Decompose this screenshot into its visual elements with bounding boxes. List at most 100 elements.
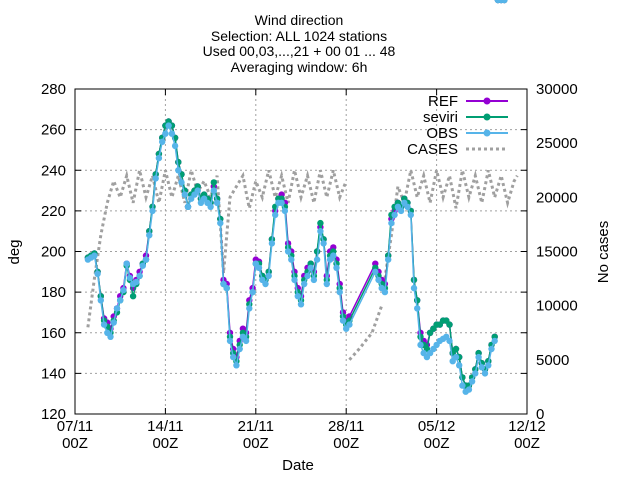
y-tick-label: 180	[41, 284, 66, 301]
x-axis-label: Date	[282, 457, 314, 474]
obs-point	[317, 228, 324, 235]
seviri-point	[446, 321, 453, 328]
y-tick-label: 160	[41, 325, 66, 342]
obs-point	[181, 191, 188, 198]
obs-point	[323, 280, 330, 288]
obs-point	[501, 0, 508, 4]
obs-point	[310, 276, 318, 284]
obs-point	[165, 122, 172, 129]
obs-point	[117, 297, 124, 304]
obs-point	[391, 211, 398, 219]
legend-swatch-marker	[483, 113, 491, 121]
obs-point	[217, 219, 224, 227]
y-axis-label: deg	[6, 239, 23, 264]
obs-point	[94, 270, 101, 277]
x-tick-label-time: 00Z	[152, 435, 178, 452]
obs-point	[272, 211, 279, 219]
obs-point	[291, 276, 298, 284]
x-tick-label-time: 00Z	[424, 435, 450, 452]
obs-point	[210, 187, 217, 194]
obs-point	[336, 288, 343, 296]
obs-point	[301, 280, 308, 288]
obs-point	[388, 219, 395, 227]
obs-point	[207, 203, 214, 210]
obs-point	[307, 264, 314, 271]
obs-point	[481, 370, 489, 377]
legend-swatch-marker	[483, 129, 491, 137]
obs-point	[410, 284, 418, 292]
obs-point	[468, 378, 476, 385]
obs-point	[155, 154, 163, 162]
x-tick-label-time: 00Z	[243, 435, 269, 452]
obs-point	[265, 272, 272, 280]
obs-point	[242, 337, 250, 345]
obs-point	[320, 240, 327, 247]
obs-point	[226, 337, 234, 345]
obs-point	[485, 362, 492, 369]
y-tick-label: 120	[41, 406, 66, 423]
obs-point	[372, 268, 379, 275]
obs-point	[385, 256, 392, 263]
seviri-point	[317, 219, 324, 227]
seviri-point	[175, 158, 182, 166]
obs-point	[488, 345, 495, 353]
obs-point	[268, 240, 276, 247]
obs-point	[159, 138, 166, 145]
obs-point	[97, 297, 105, 304]
obs-point	[142, 256, 150, 263]
y-tick-label: 220	[41, 203, 66, 220]
obs-point	[120, 286, 127, 294]
y2-tick-label: 0	[536, 406, 544, 423]
obs-point	[230, 353, 237, 361]
x-tick-label: 12/12	[508, 418, 546, 435]
legend-label: REF	[428, 93, 458, 110]
obs-point	[397, 207, 405, 215]
obs-point	[123, 260, 130, 267]
obs-point	[475, 353, 482, 361]
legend-swatch-marker	[483, 97, 491, 105]
x-tick-label-time: 00Z	[62, 435, 88, 452]
obs-point	[404, 203, 411, 210]
y2-tick-label: 10000	[536, 298, 578, 315]
obs-point	[339, 317, 347, 324]
obs-point	[375, 276, 382, 284]
obs-point	[255, 264, 263, 271]
cases-line	[86, 169, 348, 328]
obs-point	[110, 319, 117, 326]
obs-point	[304, 272, 311, 280]
y-tick-label: 260	[41, 122, 66, 139]
obs-point	[491, 337, 498, 345]
obs-point	[233, 362, 240, 369]
obs-point	[456, 362, 463, 369]
seviri-point	[210, 179, 217, 186]
obs-point	[184, 203, 192, 210]
y2-tick-label: 5000	[536, 352, 569, 369]
x-tick-label: 21/11	[238, 418, 274, 435]
obs-point	[91, 252, 98, 259]
obs-point	[294, 293, 301, 300]
title-line-3: Used 00,03,...,21 + 00 01 ... 48	[203, 43, 396, 59]
legend-label: CASES	[407, 141, 458, 158]
y2-tick-label: 15000	[536, 244, 578, 261]
obs-point	[133, 278, 140, 286]
obs-point	[465, 386, 473, 393]
obs-point	[297, 301, 305, 308]
obs-point	[417, 341, 424, 349]
x-tick-label-time: 00Z	[514, 435, 540, 452]
obs-point	[452, 353, 460, 361]
obs-point	[478, 364, 485, 371]
obs-point	[459, 382, 466, 389]
obs-point	[126, 274, 134, 282]
x-tick-label-time: 00Z	[333, 435, 359, 452]
seviri-point	[129, 293, 137, 300]
obs-point	[113, 305, 121, 312]
title-line-4: Averaging window: 6h	[231, 59, 368, 75]
y2-tick-label: 30000	[536, 81, 578, 98]
chart-title: Wind direction Selection: ALL 1024 stati…	[203, 12, 396, 75]
title-line-1: Wind direction	[255, 12, 344, 28]
obs-point	[152, 175, 159, 182]
x-tick-label: 28/11	[328, 418, 364, 435]
y2-axis-label: No cases	[595, 221, 612, 284]
